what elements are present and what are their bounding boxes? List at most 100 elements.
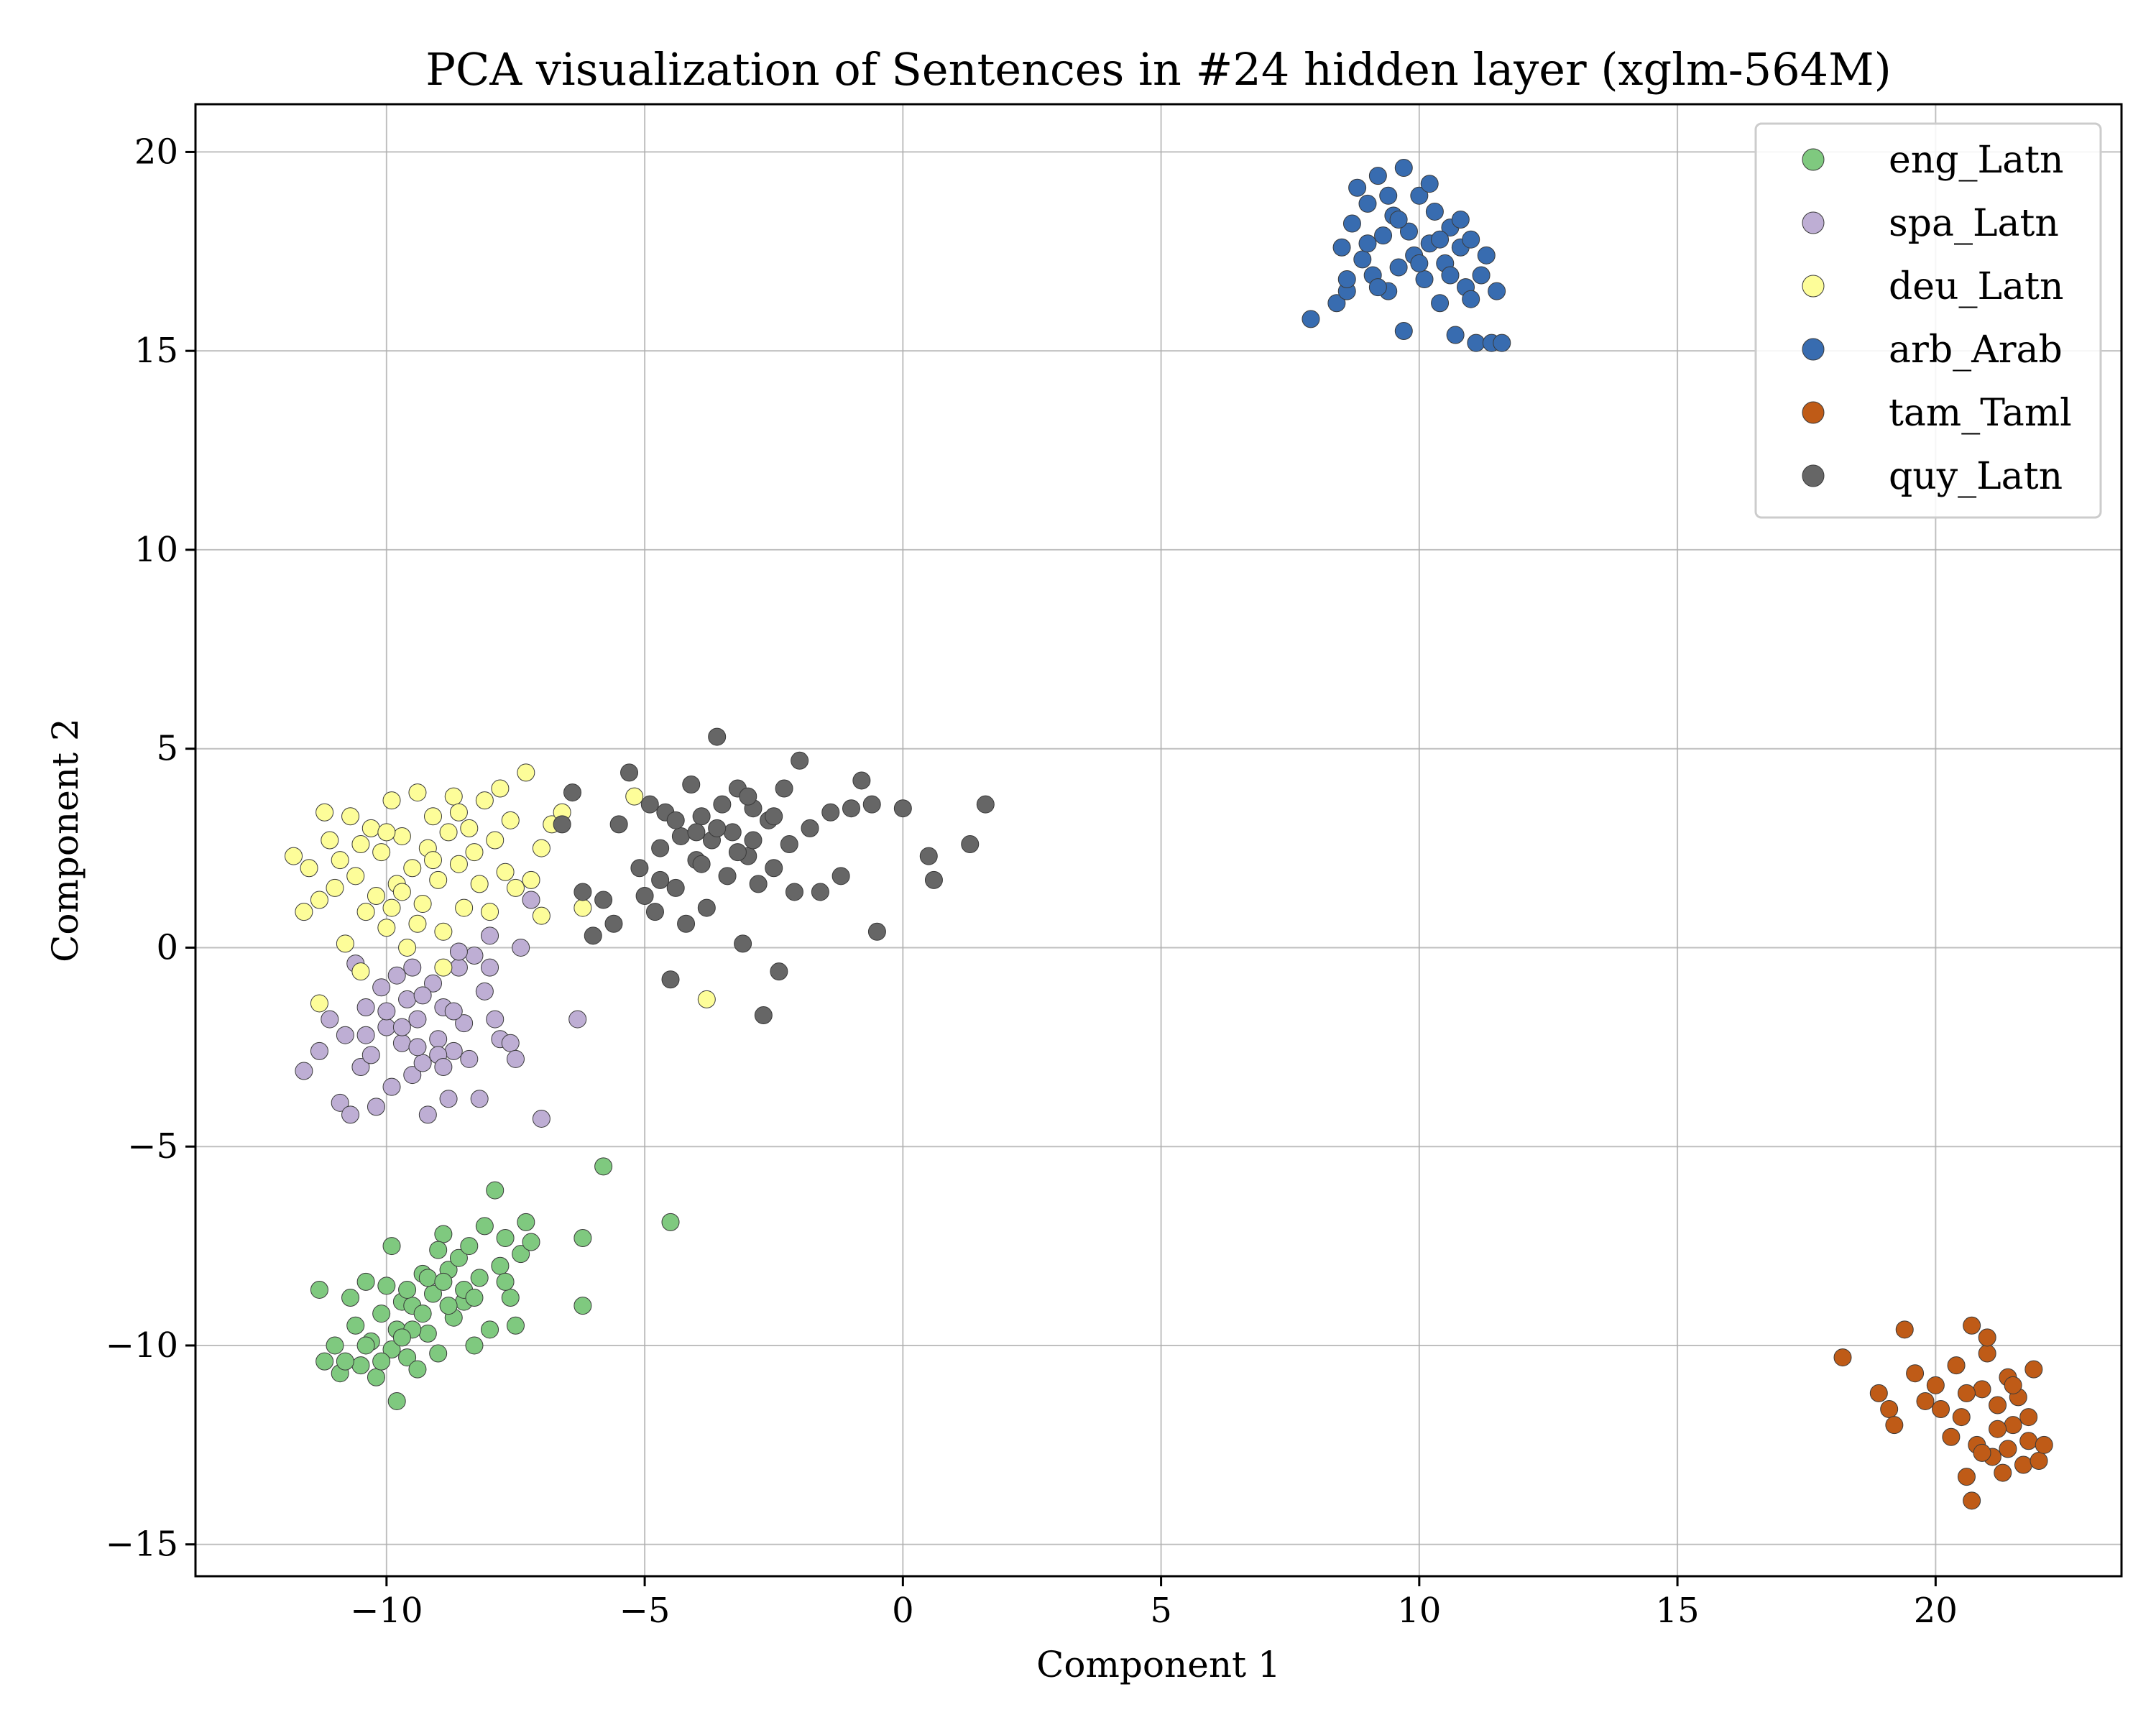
data-point xyxy=(418,1269,437,1287)
data-point xyxy=(377,1018,396,1036)
data-point xyxy=(413,986,432,1005)
data-point xyxy=(1973,1380,1991,1399)
data-point xyxy=(382,1077,401,1096)
data-point xyxy=(2035,1435,2053,1454)
data-point xyxy=(361,819,380,837)
data-point xyxy=(2024,1360,2043,1379)
data-point xyxy=(734,934,752,953)
data-point xyxy=(491,1256,510,1275)
data-point xyxy=(919,847,938,865)
data-point xyxy=(449,942,468,961)
data-point xyxy=(708,819,727,837)
data-point xyxy=(408,783,427,802)
data-point xyxy=(852,771,871,790)
data-point xyxy=(512,938,530,957)
data-point xyxy=(341,1289,360,1307)
legend-item-deu_Latn[interactable]: deu_Latn xyxy=(1802,265,2063,308)
data-point xyxy=(501,1289,520,1307)
data-point xyxy=(429,870,448,889)
data-point xyxy=(429,1344,448,1363)
data-point xyxy=(336,934,354,953)
legend-item-spa_Latn[interactable]: spa_Latn xyxy=(1802,202,2059,245)
data-point xyxy=(486,831,505,850)
data-point xyxy=(1379,186,1398,205)
data-point xyxy=(295,1062,313,1080)
data-point xyxy=(791,751,809,770)
data-point xyxy=(1895,1320,1914,1339)
data-point xyxy=(392,827,411,845)
data-point xyxy=(1399,222,1418,241)
data-point xyxy=(2014,1455,2032,1474)
data-point xyxy=(1472,266,1491,285)
data-point xyxy=(351,962,370,981)
data-point xyxy=(398,990,417,1008)
data-point xyxy=(811,883,829,901)
data-point xyxy=(408,1360,427,1379)
data-point xyxy=(532,906,550,925)
data-point xyxy=(486,1010,505,1029)
data-point xyxy=(1493,334,1511,352)
data-point xyxy=(1462,290,1480,308)
data-point xyxy=(470,1090,489,1108)
legend-item-tam_Taml[interactable]: tam_Taml xyxy=(1802,392,2072,435)
data-point xyxy=(651,839,670,857)
data-point xyxy=(2004,1376,2022,1394)
data-point xyxy=(356,903,375,921)
data-point xyxy=(765,807,783,826)
series-tam_Taml xyxy=(1833,1316,2053,1510)
data-point xyxy=(1353,250,1372,269)
legend-marker xyxy=(1802,148,1825,171)
data-point xyxy=(460,1237,479,1256)
data-point xyxy=(1451,211,1470,229)
data-point xyxy=(661,970,680,989)
data-point xyxy=(842,799,860,818)
data-point xyxy=(481,903,499,921)
data-point xyxy=(367,886,385,905)
data-point xyxy=(620,763,639,782)
data-point xyxy=(1467,334,1485,352)
legend-item-arb_Arab[interactable]: arb_Arab xyxy=(1802,328,2063,372)
data-point xyxy=(635,886,654,905)
data-point xyxy=(651,870,670,889)
data-point xyxy=(563,783,582,802)
data-point xyxy=(326,1336,344,1355)
y-tick-label: −5 xyxy=(127,1126,178,1167)
data-point xyxy=(1973,1443,1991,1462)
data-point xyxy=(455,1014,474,1033)
data-point xyxy=(1342,214,1361,233)
data-point xyxy=(2019,1432,2038,1450)
legend-label: tam_Taml xyxy=(1889,392,2072,435)
data-point xyxy=(532,839,550,857)
data-point xyxy=(1963,1491,1981,1510)
data-point xyxy=(1394,159,1413,178)
x-tick-label: −5 xyxy=(619,1591,671,1631)
data-point xyxy=(429,1030,448,1049)
data-point xyxy=(1332,238,1351,257)
data-point xyxy=(481,958,499,977)
data-point xyxy=(1477,246,1496,264)
data-point xyxy=(1389,258,1408,277)
data-point xyxy=(321,1010,339,1029)
legend-item-quy_Latn[interactable]: quy_Latn xyxy=(1802,455,2063,498)
data-point xyxy=(671,827,690,845)
data-point xyxy=(1885,1416,1904,1435)
data-point xyxy=(893,799,912,818)
data-point xyxy=(377,823,396,842)
data-point xyxy=(687,823,706,842)
x-tick-label: 0 xyxy=(892,1591,914,1631)
data-point xyxy=(584,926,602,945)
plot-frame xyxy=(194,103,2123,1578)
data-point xyxy=(470,875,489,893)
data-point xyxy=(491,779,510,798)
data-point xyxy=(744,831,763,850)
legend[interactable]: eng_Latn spa_Latn deu_Latn arb_Arab tam_Taml… xyxy=(1754,122,2102,519)
data-point xyxy=(573,1297,592,1315)
data-point xyxy=(387,1392,406,1410)
data-point xyxy=(310,891,328,909)
data-point xyxy=(501,1034,520,1052)
legend-item-eng_Latn[interactable]: eng_Latn xyxy=(1802,139,2063,182)
data-point xyxy=(361,1046,380,1064)
data-point xyxy=(439,1297,458,1315)
data-point xyxy=(1880,1400,1899,1419)
data-point xyxy=(300,859,318,878)
